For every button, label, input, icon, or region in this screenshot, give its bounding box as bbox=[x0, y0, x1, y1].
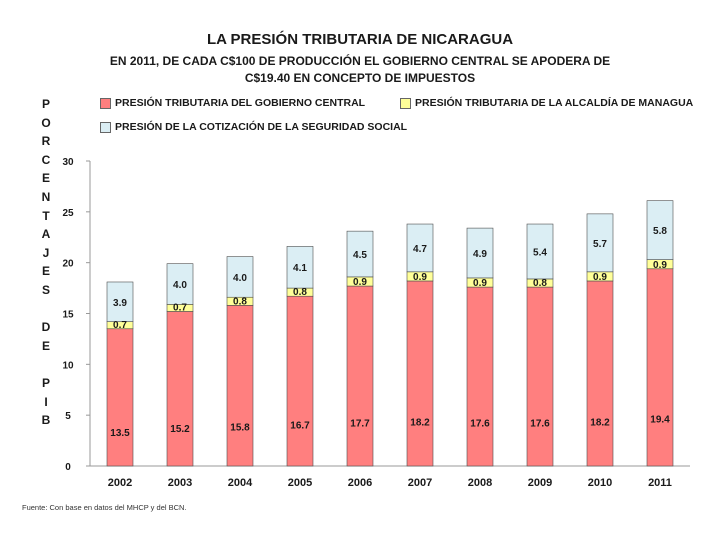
x-tick-label-2002: 2002 bbox=[108, 477, 132, 489]
bar-2008-series-0 bbox=[466, 286, 494, 467]
data-label-seguridad-2011: 5.8 bbox=[653, 226, 667, 237]
y-tick-label-10: 10 bbox=[62, 360, 74, 371]
data-label-gobierno-2007: 18.2 bbox=[410, 417, 430, 428]
bar-2006-series-0 bbox=[346, 285, 374, 467]
y-axis-label: P O R C E N T A J E S D E P I B bbox=[41, 97, 51, 428]
data-label-gobierno-2005: 16.7 bbox=[290, 421, 310, 432]
legend-item-alcaldia: PRESIÓN TRIBUTARIA DE LA ALCALDÍA DE MAN… bbox=[400, 97, 693, 109]
bar-2007-series-0 bbox=[406, 280, 434, 467]
data-label-seguridad-2007: 4.7 bbox=[413, 244, 427, 255]
x-tick-label-2008: 2008 bbox=[468, 477, 492, 489]
bar-2003-series-2 bbox=[166, 263, 194, 305]
data-label-alcaldia-2011: 0.9 bbox=[653, 260, 667, 271]
legend: PRESIÓN TRIBUTARIA DEL GOBIERNO CENTRAL … bbox=[100, 97, 700, 137]
legend-swatch-alcaldia bbox=[400, 97, 411, 109]
data-label-alcaldia-2003: 0.7 bbox=[173, 302, 187, 313]
legend-label-seguridad-social: PRESIÓN DE LA COTIZACIÓN DE LA SEGURIDAD… bbox=[115, 121, 408, 133]
data-label-seguridad-2006: 4.5 bbox=[353, 250, 367, 261]
bar-2010-series-2 bbox=[586, 213, 614, 273]
x-tick-label-2006: 2006 bbox=[348, 477, 372, 489]
bar-2008-series-2 bbox=[466, 227, 494, 279]
y-tick-label-15: 15 bbox=[62, 310, 74, 321]
x-tick-label-2011: 2011 bbox=[648, 477, 672, 489]
data-label-alcaldia-2008: 0.9 bbox=[473, 278, 487, 289]
data-label-alcaldia-2006: 0.9 bbox=[353, 277, 367, 288]
legend-swatch-seguridad-social bbox=[100, 121, 111, 133]
bar-2004-series-2 bbox=[226, 256, 254, 298]
data-label-seguridad-2004: 4.0 bbox=[233, 273, 247, 284]
bar-2002-series-2 bbox=[106, 281, 134, 322]
bar-2009-series-2 bbox=[526, 223, 554, 280]
y-tick-label-5: 5 bbox=[65, 411, 71, 422]
bar-2011-series-0 bbox=[646, 268, 674, 467]
bar-2007-series-2 bbox=[406, 223, 434, 273]
data-label-seguridad-2003: 4.0 bbox=[173, 280, 187, 291]
data-label-alcaldia-2004: 0.8 bbox=[233, 296, 247, 307]
data-label-gobierno-2011: 19.4 bbox=[650, 415, 670, 426]
data-label-gobierno-2002: 13.5 bbox=[110, 428, 130, 439]
y-tick-label-25: 25 bbox=[62, 208, 74, 219]
bar-2003-series-0 bbox=[166, 311, 194, 467]
bar-2009-series-0 bbox=[526, 286, 554, 467]
data-label-alcaldia-2002: 0.7 bbox=[113, 320, 127, 331]
x-tick-label-2010: 2010 bbox=[588, 477, 612, 489]
data-label-alcaldia-2007: 0.9 bbox=[413, 272, 427, 283]
data-label-seguridad-2002: 3.9 bbox=[113, 298, 127, 309]
data-label-alcaldia-2005: 0.8 bbox=[293, 287, 307, 298]
data-label-gobierno-2004: 15.8 bbox=[230, 423, 250, 434]
bar-2004-series-0 bbox=[226, 305, 254, 467]
bar-2005-series-2 bbox=[286, 246, 314, 289]
legend-swatch-gobierno-central bbox=[100, 97, 111, 109]
legend-item-gobierno-central: PRESIÓN TRIBUTARIA DEL GOBIERNO CENTRAL bbox=[100, 97, 365, 109]
x-tick-label-2007: 2007 bbox=[408, 477, 432, 489]
data-label-gobierno-2009: 17.6 bbox=[530, 419, 550, 430]
data-label-gobierno-2008: 17.6 bbox=[470, 419, 490, 430]
bar-2002-series-0 bbox=[106, 328, 134, 467]
data-label-gobierno-2010: 18.2 bbox=[590, 417, 610, 428]
data-label-alcaldia-2009: 0.8 bbox=[533, 278, 547, 289]
bar-2006-series-2 bbox=[346, 230, 374, 278]
chart-title: LA PRESIÓN TRIBUTARIA DE NICARAGUA bbox=[206, 31, 514, 48]
x-tick-label-2009: 2009 bbox=[528, 477, 552, 489]
data-label-gobierno-2006: 17.7 bbox=[350, 418, 370, 429]
data-label-seguridad-2005: 4.1 bbox=[293, 263, 307, 274]
x-tick-label-2004: 2004 bbox=[228, 477, 253, 489]
x-tick-label-2003: 2003 bbox=[168, 477, 192, 489]
y-tick-label-30: 30 bbox=[62, 157, 74, 168]
chart-subtitle: EN 2011, DE CADA C$100 DE PRODUCCIÓN EL … bbox=[109, 54, 611, 85]
y-tick-label-0: 0 bbox=[65, 462, 71, 473]
bar-2011-series-2 bbox=[646, 200, 674, 260]
data-label-seguridad-2010: 5.7 bbox=[593, 239, 607, 250]
data-label-seguridad-2009: 5.4 bbox=[533, 247, 547, 258]
data-label-seguridad-2008: 4.9 bbox=[473, 249, 487, 260]
source-note: Fuente: Con base en datos del MHCP y del… bbox=[22, 503, 187, 512]
data-label-alcaldia-2010: 0.9 bbox=[593, 272, 607, 283]
legend-item-seguridad-social: PRESIÓN DE LA COTIZACIÓN DE LA SEGURIDAD… bbox=[100, 121, 407, 133]
data-label-gobierno-2003: 15.2 bbox=[170, 424, 190, 435]
bar-2005-series-0 bbox=[286, 295, 314, 467]
legend-label-gobierno-central: PRESIÓN TRIBUTARIA DEL GOBIERNO CENTRAL bbox=[115, 97, 366, 109]
y-tick-label-20: 20 bbox=[62, 259, 74, 270]
legend-label-alcaldia: PRESIÓN TRIBUTARIA DE LA ALCALDÍA DE MAN… bbox=[415, 97, 694, 109]
bar-2010-series-0 bbox=[586, 280, 614, 467]
x-tick-label-2005: 2005 bbox=[288, 477, 312, 489]
